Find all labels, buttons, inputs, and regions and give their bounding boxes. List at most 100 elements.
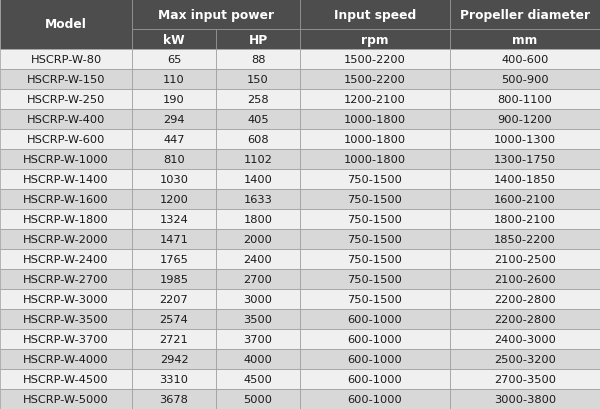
Bar bbox=[216, 369, 300, 389]
Text: 1000-1300: 1000-1300 bbox=[494, 135, 556, 145]
Text: 5000: 5000 bbox=[244, 394, 272, 404]
Text: 3000-3800: 3000-3800 bbox=[494, 394, 556, 404]
Text: 2000: 2000 bbox=[244, 234, 272, 245]
Text: 150: 150 bbox=[247, 75, 269, 85]
Bar bbox=[216, 349, 300, 369]
Bar bbox=[450, 289, 600, 309]
Text: 88: 88 bbox=[251, 55, 265, 65]
Bar bbox=[300, 309, 450, 329]
Text: Model: Model bbox=[45, 18, 87, 31]
Bar bbox=[216, 189, 300, 209]
Bar bbox=[216, 110, 300, 130]
Text: 1985: 1985 bbox=[160, 274, 188, 284]
Bar bbox=[0, 209, 132, 229]
Bar bbox=[300, 249, 450, 270]
Text: 750-1500: 750-1500 bbox=[347, 175, 403, 184]
Bar bbox=[0, 50, 132, 70]
Bar bbox=[216, 289, 300, 309]
Bar bbox=[300, 50, 450, 70]
Text: 1471: 1471 bbox=[160, 234, 188, 245]
Text: 800-1100: 800-1100 bbox=[497, 95, 553, 105]
Bar bbox=[450, 50, 600, 70]
Bar bbox=[132, 369, 216, 389]
Text: HSCRP-W-2000: HSCRP-W-2000 bbox=[23, 234, 109, 245]
Bar bbox=[450, 30, 600, 50]
Text: 1850-2200: 1850-2200 bbox=[494, 234, 556, 245]
Text: 1500-2200: 1500-2200 bbox=[344, 75, 406, 85]
Text: 4000: 4000 bbox=[244, 354, 272, 364]
Text: HSCRP-W-1000: HSCRP-W-1000 bbox=[23, 155, 109, 164]
Bar bbox=[0, 270, 132, 289]
Bar bbox=[0, 349, 132, 369]
Bar bbox=[300, 389, 450, 409]
Bar bbox=[300, 70, 450, 90]
Text: 1200-2100: 1200-2100 bbox=[344, 95, 406, 105]
Text: 1000-1800: 1000-1800 bbox=[344, 135, 406, 145]
Bar bbox=[132, 309, 216, 329]
Bar bbox=[132, 229, 216, 249]
Text: 294: 294 bbox=[163, 115, 185, 125]
Bar bbox=[450, 209, 600, 229]
Text: HSCRP-W-600: HSCRP-W-600 bbox=[27, 135, 105, 145]
Text: kW: kW bbox=[163, 34, 185, 46]
Bar bbox=[300, 90, 450, 110]
Bar bbox=[0, 229, 132, 249]
Text: 2500-3200: 2500-3200 bbox=[494, 354, 556, 364]
Bar bbox=[450, 389, 600, 409]
Bar bbox=[132, 189, 216, 209]
Text: 3678: 3678 bbox=[160, 394, 188, 404]
Text: 600-1000: 600-1000 bbox=[347, 354, 403, 364]
Bar bbox=[450, 0, 600, 30]
Bar bbox=[300, 349, 450, 369]
Bar bbox=[300, 329, 450, 349]
Text: mm: mm bbox=[512, 34, 538, 46]
Text: 750-1500: 750-1500 bbox=[347, 254, 403, 264]
Text: 3310: 3310 bbox=[160, 374, 188, 384]
Bar bbox=[300, 189, 450, 209]
Text: HSCRP-W-1400: HSCRP-W-1400 bbox=[23, 175, 109, 184]
Text: 400-600: 400-600 bbox=[502, 55, 548, 65]
Text: 3000: 3000 bbox=[244, 294, 272, 304]
Bar bbox=[450, 70, 600, 90]
Bar bbox=[0, 170, 132, 189]
Text: 750-1500: 750-1500 bbox=[347, 195, 403, 204]
Bar bbox=[450, 189, 600, 209]
Bar bbox=[300, 229, 450, 249]
Bar bbox=[0, 369, 132, 389]
Text: 2700-3500: 2700-3500 bbox=[494, 374, 556, 384]
Text: 2574: 2574 bbox=[160, 314, 188, 324]
Text: 2400: 2400 bbox=[244, 254, 272, 264]
Text: 2100-2600: 2100-2600 bbox=[494, 274, 556, 284]
Text: 3500: 3500 bbox=[244, 314, 272, 324]
Text: 65: 65 bbox=[167, 55, 181, 65]
Bar bbox=[0, 90, 132, 110]
Bar bbox=[450, 249, 600, 270]
Text: Input speed: Input speed bbox=[334, 9, 416, 21]
Text: 1500-2200: 1500-2200 bbox=[344, 55, 406, 65]
Text: 600-1000: 600-1000 bbox=[347, 374, 403, 384]
Bar bbox=[0, 249, 132, 270]
Text: 900-1200: 900-1200 bbox=[497, 115, 553, 125]
Bar bbox=[0, 289, 132, 309]
Bar bbox=[216, 150, 300, 170]
Bar bbox=[0, 70, 132, 90]
Text: 500-900: 500-900 bbox=[501, 75, 549, 85]
Text: HSCRP-W-4000: HSCRP-W-4000 bbox=[23, 354, 109, 364]
Bar bbox=[450, 90, 600, 110]
Bar bbox=[450, 369, 600, 389]
Text: 2200-2800: 2200-2800 bbox=[494, 294, 556, 304]
Text: 1600-2100: 1600-2100 bbox=[494, 195, 556, 204]
Text: 190: 190 bbox=[163, 95, 185, 105]
Text: 750-1500: 750-1500 bbox=[347, 234, 403, 245]
Text: 4500: 4500 bbox=[244, 374, 272, 384]
Bar bbox=[450, 329, 600, 349]
Text: 2100-2500: 2100-2500 bbox=[494, 254, 556, 264]
Bar bbox=[132, 270, 216, 289]
Text: 258: 258 bbox=[247, 95, 269, 105]
Bar bbox=[450, 110, 600, 130]
Bar bbox=[132, 50, 216, 70]
Text: 1400: 1400 bbox=[244, 175, 272, 184]
Bar bbox=[300, 0, 450, 30]
Text: 2200-2800: 2200-2800 bbox=[494, 314, 556, 324]
Text: 1200: 1200 bbox=[160, 195, 188, 204]
